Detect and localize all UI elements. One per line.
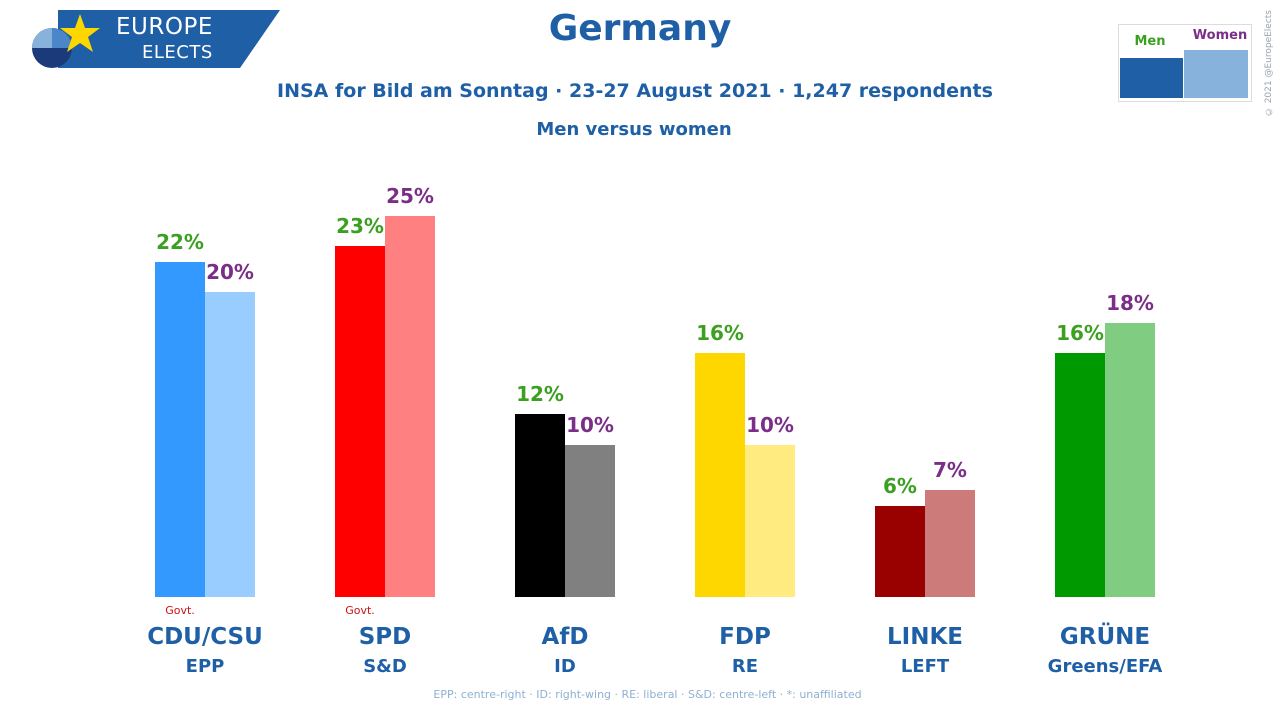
party-name: FDP [719,624,771,650]
value-label-women: 10% [746,412,794,437]
value-label-women: 10% [566,412,614,437]
logo-text-europe: EUROPE [116,14,213,40]
europe-elects-logo [32,10,280,68]
legend-women-label: Women [1192,28,1248,43]
chart-subtitle: INSA for Bild am Sonntag · 23-27 August … [277,80,993,102]
bar-men-spd [335,246,385,597]
party-name: SPD [358,624,412,650]
legend-men-label: Men [1134,34,1166,49]
party-name: GRÜNE [1059,624,1151,650]
bar-women-linke [925,490,975,597]
value-label-men: 6% [883,473,917,498]
bar-men-fdp [695,353,745,597]
party-group: RE [731,656,759,677]
value-label-men: 23% [336,214,384,239]
govt-label: Govt. [165,604,195,617]
party-name: LINKE [887,624,963,650]
logo-text-elects: ELECTS [142,42,213,63]
bar-men-afd [515,414,565,597]
legend-men-swatch [1120,58,1183,98]
bar-men-linke [875,505,925,597]
chart-subtitle-2: Men versus women [536,119,732,140]
value-label-men: 16% [1056,321,1104,345]
party-group: ID [554,656,576,677]
party-group: LEFT [900,656,950,677]
chart-title: Germany [548,8,732,49]
value-label-women: 7% [933,458,967,483]
bar-men-gr-ne [1055,353,1105,597]
value-label-women: 25% [386,183,434,208]
footnote: EPP: centre-right · ID: right-wing · RE:… [433,688,862,701]
party-group: Greens/EFA [1047,656,1163,677]
bar-men-cdu-csu [155,261,205,597]
bar-women-spd [385,215,435,597]
value-label-women: 20% [206,260,254,284]
bar-women-gr-ne [1105,322,1155,597]
value-label-women: 18% [1106,290,1154,315]
value-label-men: 12% [516,382,564,406]
party-group: EPP [185,656,225,677]
value-label-men: 22% [156,229,204,254]
govt-label: Govt. [345,604,375,617]
party-group: S&D [363,656,407,677]
value-label-men: 16% [696,321,744,345]
bar-women-fdp [745,444,795,597]
bar-women-afd [565,444,615,597]
party-name: AfD [541,624,589,650]
legend-women-swatch [1184,50,1248,98]
bar-women-cdu-csu [205,292,255,597]
party-name: CDU/CSU [147,624,263,650]
